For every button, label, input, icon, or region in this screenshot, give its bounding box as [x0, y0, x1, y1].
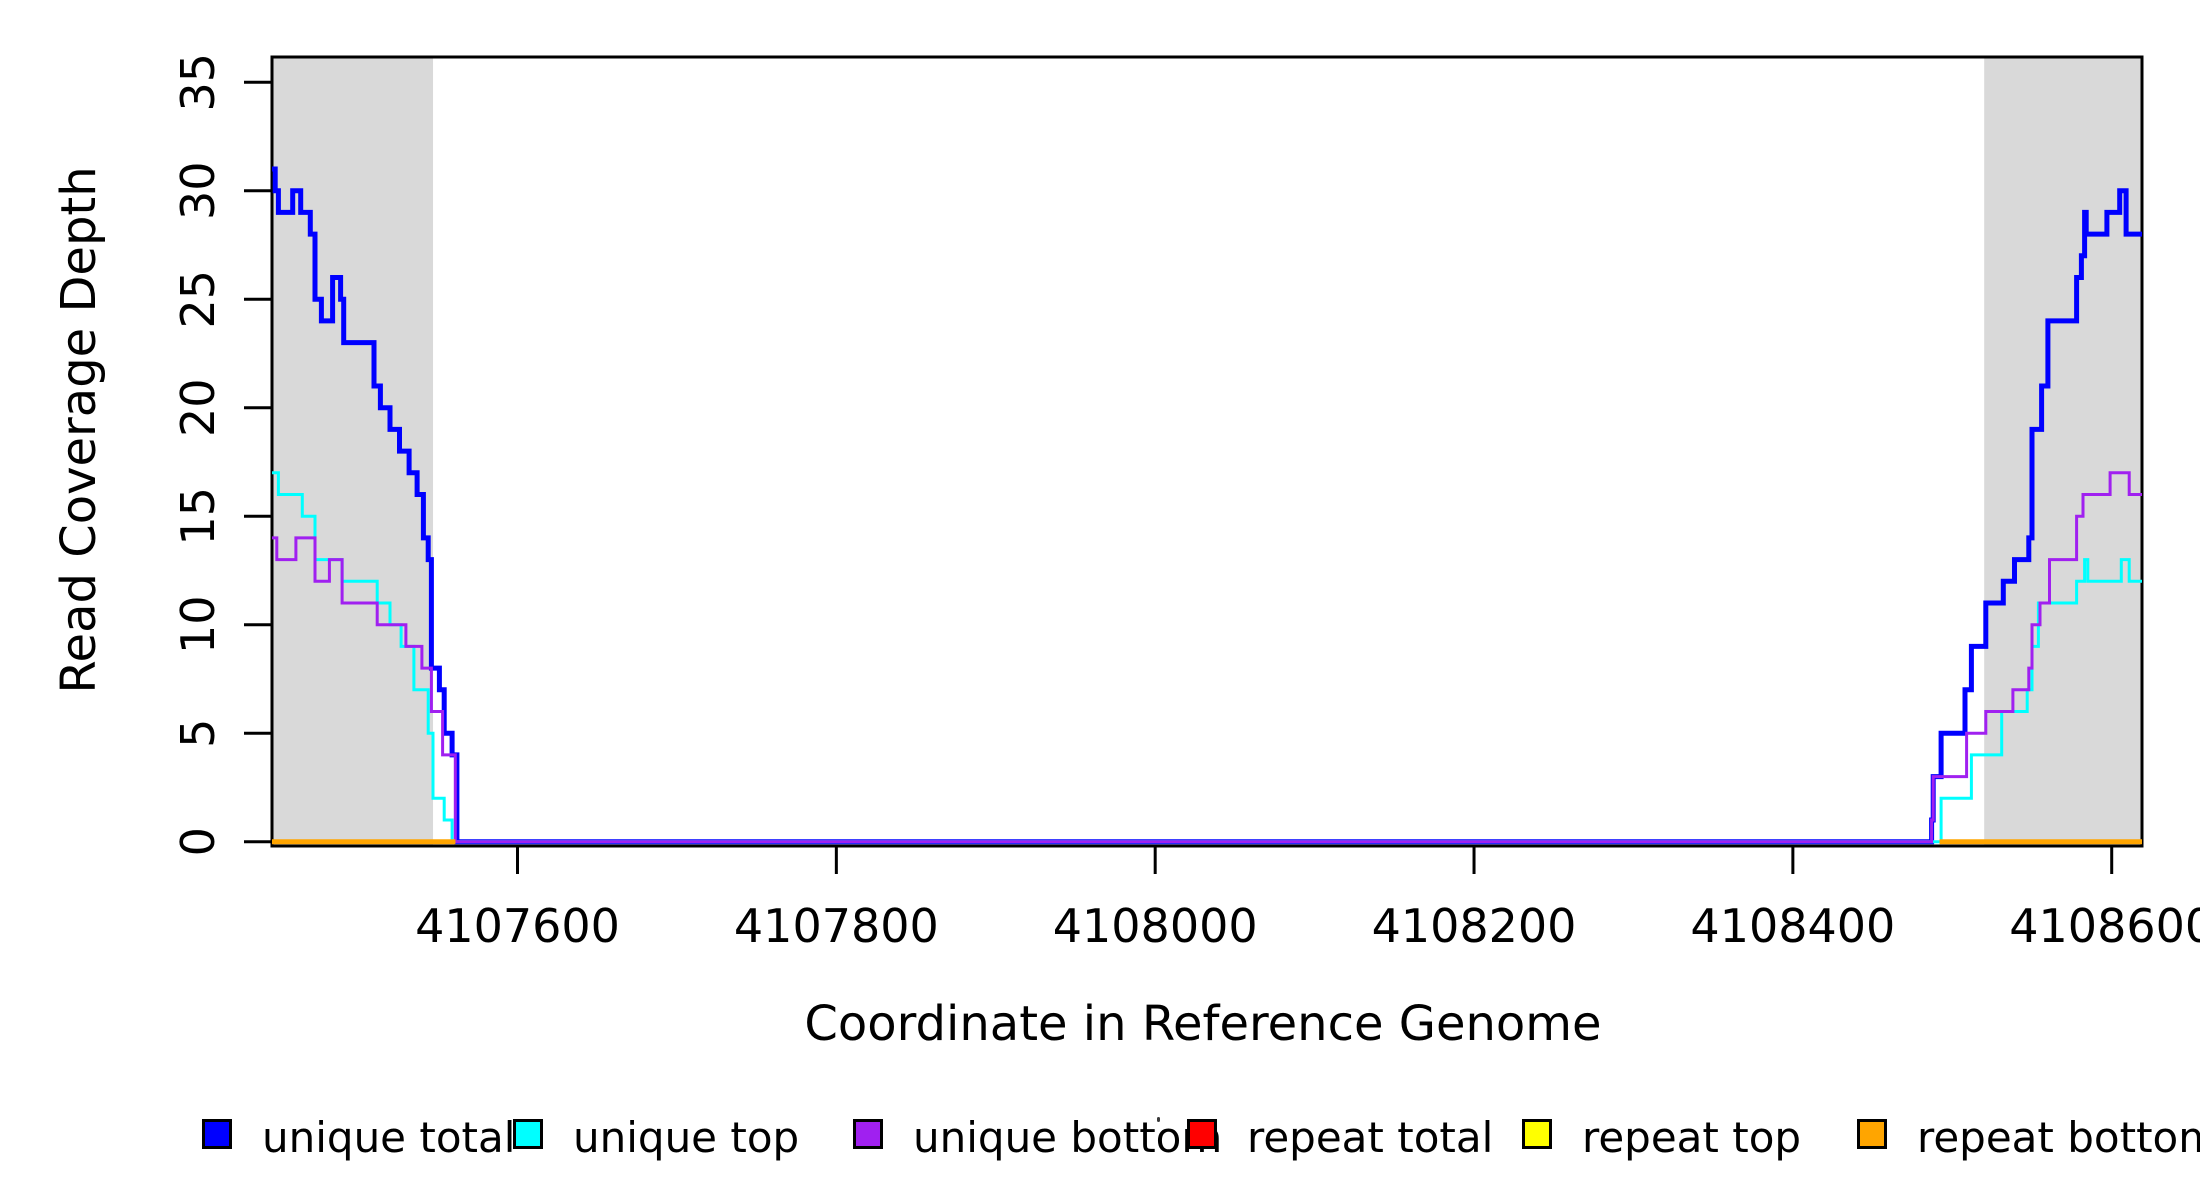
x-tick-label: 4108200 — [1372, 899, 1577, 953]
shaded-regions-layer — [272, 57, 2142, 846]
y-tick-label: 25 — [171, 270, 225, 329]
y-tick-label: 15 — [171, 487, 225, 546]
x-tick-label: 4108000 — [1053, 899, 1258, 953]
y-tick-label: 10 — [171, 595, 225, 654]
series-layer — [272, 166, 2142, 845]
y-tick-label: 30 — [171, 161, 225, 220]
y-tick-label: 20 — [171, 378, 225, 437]
x-tick-label: 4108600 — [2009, 899, 2200, 953]
y-tick-label: 5 — [171, 719, 225, 748]
x-tick-label: 4107600 — [415, 899, 620, 953]
right-repeat-region — [1984, 57, 2142, 846]
plot-box — [270, 55, 2144, 848]
series-unique-total-line — [272, 166, 2142, 845]
series-unique-top-line — [272, 471, 2142, 844]
y-tick-label: 35 — [171, 53, 225, 112]
x-tick-label: 4108400 — [1690, 899, 1895, 953]
x-tick-label: 4107800 — [734, 899, 939, 953]
stray-mark — [1157, 1117, 1160, 1122]
y-tick-label: 0 — [171, 827, 225, 856]
x-axis-title: Coordinate in Reference Genome — [804, 996, 1601, 1052]
y-axis-title: Read Coverage Depth — [51, 166, 107, 693]
series-unique-bottom-line — [272, 471, 2142, 844]
axis-layer: 4107600 4107800 4108000 4108200 4108400 41086… — [171, 53, 2200, 953]
